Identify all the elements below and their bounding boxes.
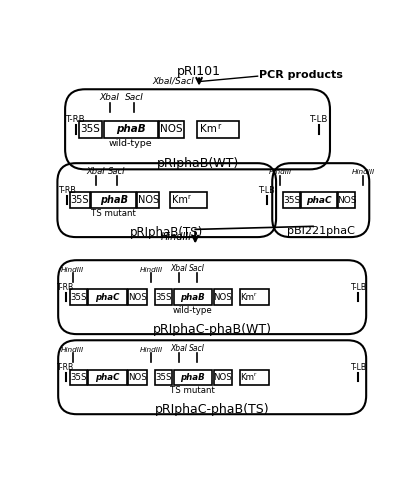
Text: pRIphaC-phaB(TS): pRIphaC-phaB(TS) xyxy=(154,404,269,416)
Text: phaB: phaB xyxy=(180,292,205,302)
Text: TS mutant: TS mutant xyxy=(170,386,215,396)
Text: SacI: SacI xyxy=(188,264,204,272)
Text: T-RB: T-RB xyxy=(57,283,74,292)
Text: phaC: phaC xyxy=(95,372,119,382)
Text: NOS: NOS xyxy=(213,372,232,382)
Text: 35S: 35S xyxy=(155,372,171,382)
Text: HindIII: HindIII xyxy=(140,346,162,352)
FancyBboxPatch shape xyxy=(69,192,90,208)
FancyBboxPatch shape xyxy=(301,192,336,208)
Text: pRIphaB(TS): pRIphaB(TS) xyxy=(130,226,203,239)
Text: T-LB: T-LB xyxy=(309,116,328,124)
Text: 35S: 35S xyxy=(282,196,299,204)
Text: NOS: NOS xyxy=(138,195,159,205)
Text: wild-type: wild-type xyxy=(173,306,212,316)
Text: r: r xyxy=(187,194,190,200)
Text: pBI221phaC: pBI221phaC xyxy=(286,226,354,236)
FancyBboxPatch shape xyxy=(91,192,135,208)
Text: pRIphaB(WT): pRIphaB(WT) xyxy=(156,157,238,170)
Text: pRIphaC-phaB(WT): pRIphaC-phaB(WT) xyxy=(152,324,271,336)
Text: phaC: phaC xyxy=(306,196,331,204)
Text: XbaI: XbaI xyxy=(86,166,105,175)
FancyBboxPatch shape xyxy=(196,121,239,138)
Text: T-LB: T-LB xyxy=(350,363,366,372)
Text: Km: Km xyxy=(239,292,253,302)
FancyBboxPatch shape xyxy=(103,121,157,138)
Text: PCR products: PCR products xyxy=(259,70,342,81)
Text: Km: Km xyxy=(200,124,217,134)
Text: NOS: NOS xyxy=(336,196,356,204)
Text: r: r xyxy=(217,122,220,131)
Text: XbaI: XbaI xyxy=(100,94,119,102)
FancyBboxPatch shape xyxy=(128,290,146,305)
Text: NOS: NOS xyxy=(160,124,183,134)
Text: pRI101: pRI101 xyxy=(177,64,221,78)
FancyBboxPatch shape xyxy=(239,290,268,305)
Text: phaC: phaC xyxy=(95,292,119,302)
Text: T-LB: T-LB xyxy=(258,186,275,195)
Text: HindIII: HindIII xyxy=(140,266,162,272)
Text: r: r xyxy=(253,292,256,297)
FancyBboxPatch shape xyxy=(338,192,354,208)
FancyBboxPatch shape xyxy=(282,192,299,208)
Text: phaB: phaB xyxy=(116,124,145,134)
FancyBboxPatch shape xyxy=(173,370,212,385)
FancyBboxPatch shape xyxy=(88,370,126,385)
FancyBboxPatch shape xyxy=(173,290,212,305)
Text: 35S: 35S xyxy=(70,292,86,302)
Text: SacI: SacI xyxy=(188,344,204,352)
Text: r: r xyxy=(253,372,256,377)
Text: T-RB: T-RB xyxy=(66,116,85,124)
Text: T-RB: T-RB xyxy=(57,186,76,195)
FancyBboxPatch shape xyxy=(155,370,172,385)
Text: XbaI/SacI: XbaI/SacI xyxy=(152,76,194,86)
FancyBboxPatch shape xyxy=(69,290,86,305)
FancyBboxPatch shape xyxy=(239,370,268,385)
Text: 35S: 35S xyxy=(81,124,100,134)
Text: wild-type: wild-type xyxy=(109,140,152,148)
FancyBboxPatch shape xyxy=(159,121,184,138)
FancyBboxPatch shape xyxy=(155,290,172,305)
Text: HindIII: HindIII xyxy=(268,170,291,175)
Text: XbaI: XbaI xyxy=(170,344,187,352)
FancyBboxPatch shape xyxy=(137,192,159,208)
Text: NOS: NOS xyxy=(128,292,147,302)
Text: NOS: NOS xyxy=(213,292,232,302)
Text: SacI: SacI xyxy=(125,94,143,102)
Text: XbaI: XbaI xyxy=(170,264,187,272)
Text: HindIII: HindIII xyxy=(61,346,84,352)
Text: T-LB: T-LB xyxy=(350,283,366,292)
Text: phaB: phaB xyxy=(100,195,127,205)
Text: HindIII: HindIII xyxy=(161,232,192,242)
Text: 35S: 35S xyxy=(70,372,86,382)
Text: TS mutant: TS mutant xyxy=(91,210,136,218)
Text: T-RB: T-RB xyxy=(57,363,74,372)
Text: SacI: SacI xyxy=(108,166,125,175)
FancyBboxPatch shape xyxy=(169,192,206,208)
Text: Km: Km xyxy=(171,195,187,205)
FancyBboxPatch shape xyxy=(79,121,102,138)
FancyBboxPatch shape xyxy=(69,370,86,385)
Text: 35S: 35S xyxy=(155,292,171,302)
FancyBboxPatch shape xyxy=(213,290,232,305)
Text: Km: Km xyxy=(239,372,253,382)
FancyBboxPatch shape xyxy=(213,370,232,385)
Text: 35S: 35S xyxy=(70,195,89,205)
Text: HindIII: HindIII xyxy=(61,266,84,272)
FancyBboxPatch shape xyxy=(88,290,126,305)
FancyBboxPatch shape xyxy=(128,370,146,385)
Text: NOS: NOS xyxy=(128,372,147,382)
Text: HindIII: HindIII xyxy=(351,170,374,175)
Text: phaB: phaB xyxy=(180,372,205,382)
